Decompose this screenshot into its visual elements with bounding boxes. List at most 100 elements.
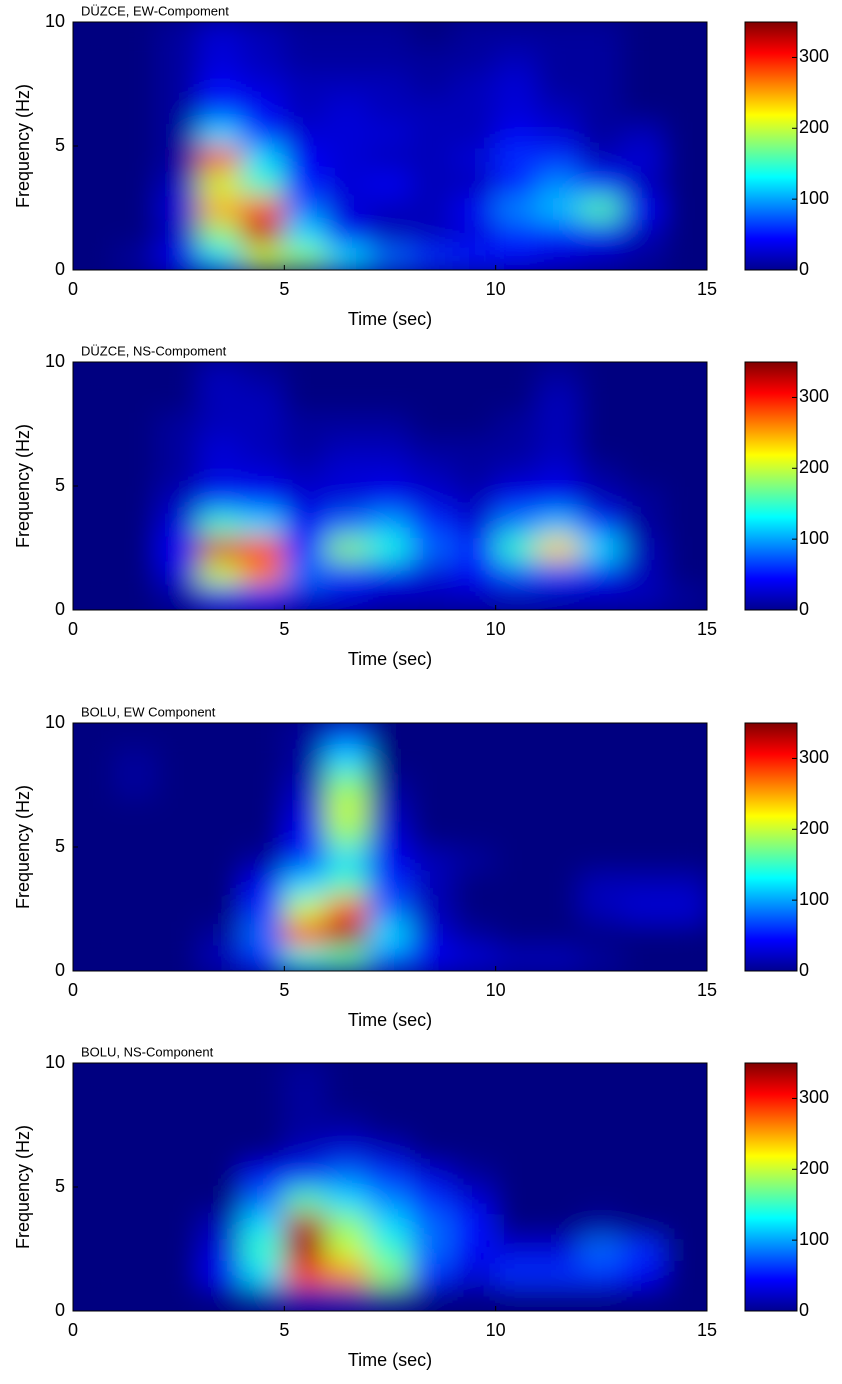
cell	[494, 485, 539, 512]
cell	[114, 460, 159, 487]
cell	[114, 945, 159, 971]
cell	[367, 1086, 413, 1114]
cell	[663, 70, 707, 98]
cell	[156, 1186, 201, 1213]
cell	[325, 362, 370, 388]
cell	[325, 746, 370, 774]
cell	[73, 1136, 117, 1164]
cell	[410, 435, 455, 463]
cell	[73, 796, 117, 824]
cell	[198, 746, 244, 774]
cell	[114, 821, 159, 848]
cell	[452, 509, 497, 537]
y-tick-label: 0	[55, 259, 65, 279]
cell	[410, 45, 455, 73]
cell	[156, 1210, 201, 1238]
cell	[325, 1186, 370, 1213]
cell	[73, 219, 117, 247]
cell	[241, 895, 286, 923]
cell	[73, 920, 117, 948]
cell	[494, 145, 539, 172]
cell	[198, 145, 244, 172]
cell	[198, 45, 244, 73]
cell	[579, 70, 624, 98]
cell	[410, 120, 455, 147]
cell	[283, 920, 328, 948]
cell	[325, 410, 370, 438]
cell	[241, 559, 286, 587]
cell	[241, 1235, 286, 1263]
cell	[452, 584, 497, 610]
cell	[73, 460, 117, 487]
cell	[536, 920, 582, 948]
colorbar	[744, 1062, 798, 1312]
cell	[494, 846, 539, 873]
cell	[283, 1186, 328, 1213]
cell	[156, 1235, 201, 1263]
cell	[114, 723, 159, 749]
cell	[367, 846, 413, 873]
cell	[410, 895, 455, 923]
cell	[325, 22, 370, 48]
cell	[114, 846, 159, 873]
cell	[410, 219, 455, 247]
cell	[367, 95, 413, 123]
cell	[452, 1086, 497, 1114]
y-tick-label: 5	[55, 836, 65, 856]
cell	[198, 920, 244, 948]
cell	[114, 920, 159, 948]
cell	[73, 120, 117, 147]
cell	[410, 945, 455, 971]
cell	[198, 219, 244, 247]
cell	[663, 194, 707, 222]
cell	[156, 771, 201, 799]
cell	[663, 771, 707, 799]
cell	[452, 920, 497, 948]
cell	[536, 362, 582, 388]
cell	[579, 362, 624, 388]
cell	[494, 169, 539, 197]
cell	[367, 219, 413, 247]
cell	[283, 45, 328, 73]
cell	[156, 920, 201, 948]
cell	[621, 1086, 666, 1114]
cell	[283, 1086, 328, 1114]
cell	[283, 945, 328, 971]
cell	[198, 22, 244, 48]
cell	[663, 821, 707, 848]
colorbar-tick-label: 300	[799, 46, 829, 66]
cell	[452, 169, 497, 197]
cell	[283, 796, 328, 824]
cell	[241, 485, 286, 512]
cell	[283, 219, 328, 247]
cell	[579, 1136, 624, 1164]
cell	[494, 460, 539, 487]
cell	[367, 895, 413, 923]
cell	[536, 1210, 582, 1238]
cell	[114, 1161, 159, 1188]
colorbar-tick-label: 0	[799, 259, 809, 279]
cell	[283, 194, 328, 222]
cell	[241, 95, 286, 123]
cell	[536, 70, 582, 98]
cell	[663, 385, 707, 413]
cell	[198, 385, 244, 413]
cell	[283, 1260, 328, 1288]
cell	[241, 219, 286, 247]
cell	[325, 509, 370, 537]
cell	[73, 895, 117, 923]
cell	[410, 1186, 455, 1213]
cell	[621, 410, 666, 438]
cell	[536, 870, 582, 898]
cell	[579, 870, 624, 898]
cell	[325, 1086, 370, 1114]
cell	[156, 485, 201, 512]
cell	[241, 410, 286, 438]
cell	[73, 723, 117, 749]
cell	[198, 169, 244, 197]
cell	[621, 1260, 666, 1288]
cell	[198, 1111, 244, 1139]
cell	[663, 1111, 707, 1139]
cell	[367, 584, 413, 610]
cell	[156, 559, 201, 587]
